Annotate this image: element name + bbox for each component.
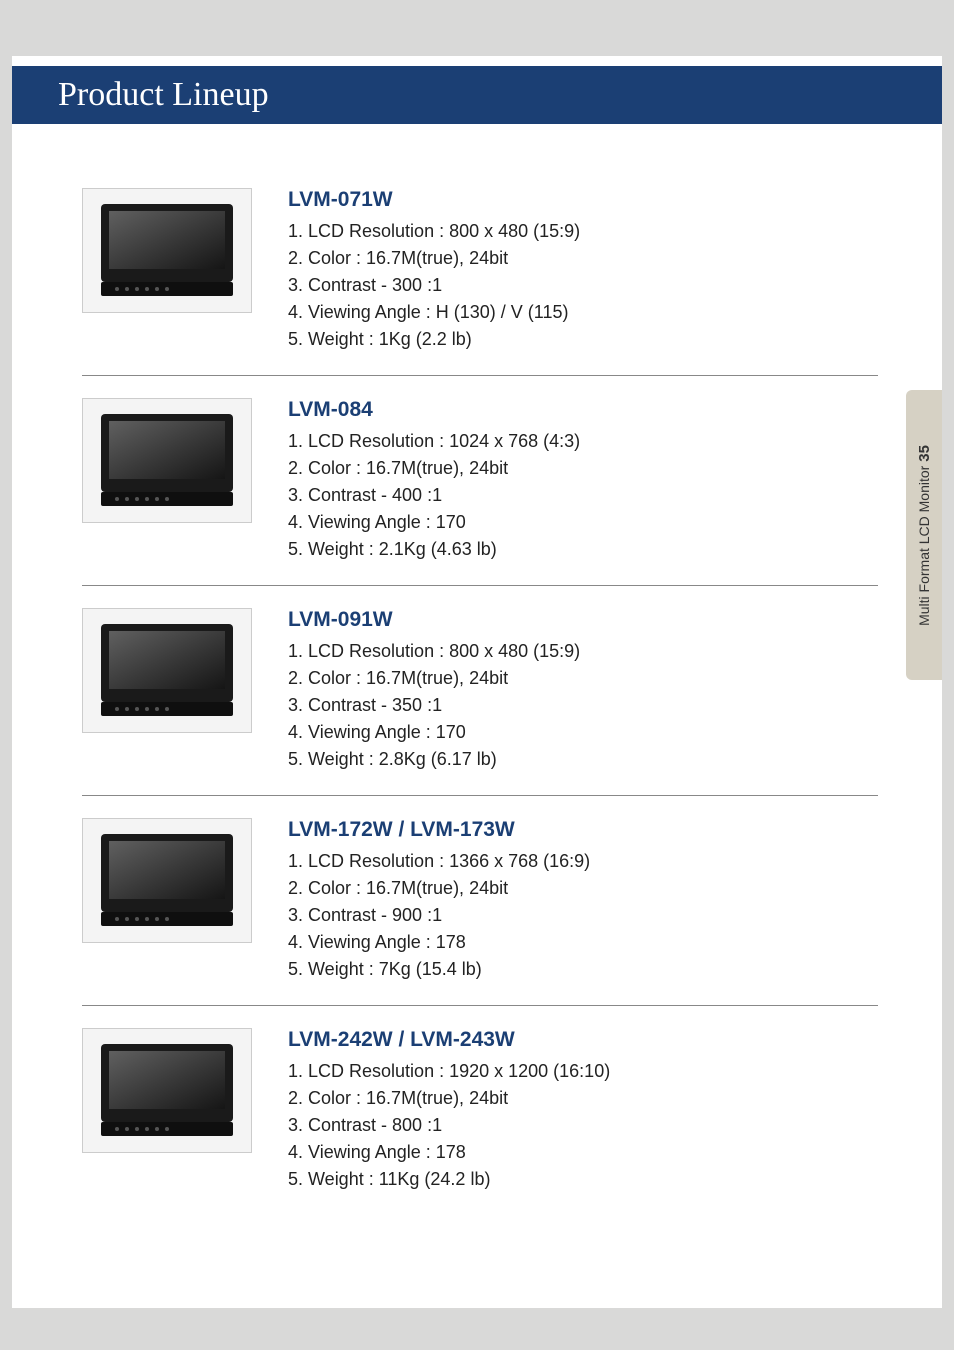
product-model: LVM-071W — [288, 188, 878, 212]
spec-line: 4. Viewing Angle : 178 — [288, 929, 878, 956]
product-model: LVM-172W / LVM-173W — [288, 818, 878, 842]
spec-line: 5. Weight : 2.8Kg (6.17 lb) — [288, 746, 878, 773]
spec-line: 5. Weight : 1Kg (2.2 lb) — [288, 326, 878, 353]
spec-line: 5. Weight : 2.1Kg (4.63 lb) — [288, 536, 878, 563]
product-thumbnail — [82, 1028, 252, 1153]
monitor-icon — [87, 616, 247, 726]
product-row: LVM-084 1. LCD Resolution : 1024 x 768 (4… — [82, 376, 878, 586]
monitor-icon — [87, 1036, 247, 1146]
side-tab-page-number: 35 — [916, 445, 933, 462]
title-bar: Product Lineup — [12, 66, 942, 124]
product-row: LVM-071W 1. LCD Resolution : 800 x 480 (1… — [82, 166, 878, 376]
spec-line: 1. LCD Resolution : 800 x 480 (15:9) — [288, 638, 878, 665]
spec-line: 3. Contrast - 300 :1 — [288, 272, 878, 299]
page: Product Lineup LVM-071W 1. LCD Resolution… — [12, 56, 942, 1308]
spec-line: 1. LCD Resolution : 1920 x 1200 (16:10) — [288, 1058, 878, 1085]
product-thumbnail — [82, 818, 252, 943]
spec-line: 1. LCD Resolution : 800 x 480 (15:9) — [288, 218, 878, 245]
spec-line: 2. Color : 16.7M(true), 24bit — [288, 1085, 878, 1112]
page-title: Product Lineup — [58, 76, 269, 113]
product-specs: LVM-071W 1. LCD Resolution : 800 x 480 (1… — [288, 188, 878, 353]
product-model: LVM-091W — [288, 608, 878, 632]
spec-line: 3. Contrast - 800 :1 — [288, 1112, 878, 1139]
spec-line: 3. Contrast - 400 :1 — [288, 482, 878, 509]
spec-line: 4. Viewing Angle : H (130) / V (115) — [288, 299, 878, 326]
product-thumbnail — [82, 398, 252, 523]
product-specs: LVM-084 1. LCD Resolution : 1024 x 768 (4… — [288, 398, 878, 563]
product-thumbnail — [82, 188, 252, 313]
spec-line: 2. Color : 16.7M(true), 24bit — [288, 875, 878, 902]
product-model: LVM-084 — [288, 398, 878, 422]
spec-line: 3. Contrast - 900 :1 — [288, 902, 878, 929]
product-thumbnail — [82, 608, 252, 733]
product-specs: LVM-242W / LVM-243W 1. LCD Resolution : 1… — [288, 1028, 878, 1193]
spec-line: 5. Weight : 11Kg (24.2 lb) — [288, 1166, 878, 1193]
monitor-icon — [87, 826, 247, 936]
product-row: LVM-091W 1. LCD Resolution : 800 x 480 (1… — [82, 586, 878, 796]
spec-line: 2. Color : 16.7M(true), 24bit — [288, 455, 878, 482]
spec-line: 5. Weight : 7Kg (15.4 lb) — [288, 956, 878, 983]
side-tab-label: Multi Format LCD Monitor 35 — [916, 445, 933, 626]
side-tab: Multi Format LCD Monitor 35 — [906, 390, 942, 680]
side-tab-text: Multi Format LCD Monitor — [916, 465, 932, 625]
spec-line: 4. Viewing Angle : 170 — [288, 509, 878, 536]
monitor-icon — [87, 196, 247, 306]
spec-line: 4. Viewing Angle : 178 — [288, 1139, 878, 1166]
monitor-icon — [87, 406, 247, 516]
product-specs: LVM-091W 1. LCD Resolution : 800 x 480 (1… — [288, 608, 878, 773]
spec-line: 2. Color : 16.7M(true), 24bit — [288, 245, 878, 272]
spec-line: 4. Viewing Angle : 170 — [288, 719, 878, 746]
product-row: LVM-242W / LVM-243W 1. LCD Resolution : 1… — [82, 1006, 878, 1215]
product-model: LVM-242W / LVM-243W — [288, 1028, 878, 1052]
product-row: LVM-172W / LVM-173W 1. LCD Resolution : 1… — [82, 796, 878, 1006]
spec-line: 2. Color : 16.7M(true), 24bit — [288, 665, 878, 692]
product-specs: LVM-172W / LVM-173W 1. LCD Resolution : 1… — [288, 818, 878, 983]
product-list: LVM-071W 1. LCD Resolution : 800 x 480 (1… — [12, 124, 942, 1235]
spec-line: 1. LCD Resolution : 1024 x 768 (4:3) — [288, 428, 878, 455]
spec-line: 3. Contrast - 350 :1 — [288, 692, 878, 719]
spec-line: 1. LCD Resolution : 1366 x 768 (16:9) — [288, 848, 878, 875]
